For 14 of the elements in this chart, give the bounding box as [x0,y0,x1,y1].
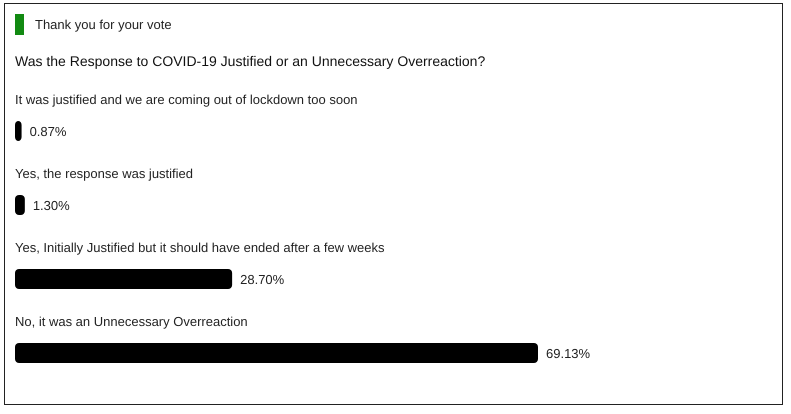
bar [15,121,22,141]
bar [15,269,232,289]
data-label: 1.30% [32,198,70,213]
y-tick-label: It was justified and we are coming out of lockdown too soon [15,92,358,107]
bar [15,343,538,363]
bar [15,195,25,215]
y-tick-label: Yes, Initially Justified but it should have ended after a few weeks [15,240,386,255]
data-label: 28.70% [240,272,285,287]
data-label: 69.13% [546,346,591,361]
data-label: 0.87% [30,124,67,139]
text: Thank you for your vote [35,17,172,32]
y-tick-label: Yes, the response was justified [15,166,194,181]
y-tick-label: No, it was an Unnecessary Overreaction [15,314,248,329]
chart-title: Was the Response to COVID-19 Justified or an Unnecessary Overreaction? [15,53,486,69]
